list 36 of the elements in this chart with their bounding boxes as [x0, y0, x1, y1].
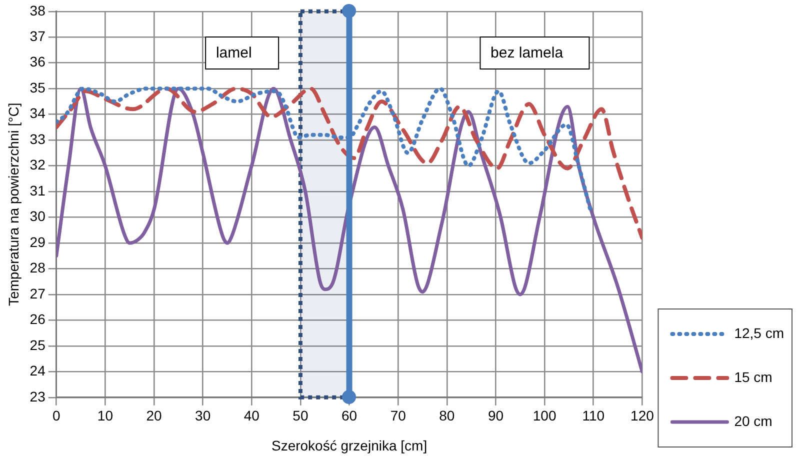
x-tick-label: 90: [488, 408, 504, 424]
y-tick-label: 25: [30, 336, 46, 353]
legend-label: 15 cm: [734, 368, 772, 385]
y-tick-label: 26: [30, 311, 46, 328]
y-tick-label: 29: [30, 234, 46, 250]
x-tick-label: 10: [97, 408, 114, 424]
annotation: bez lamela: [480, 36, 590, 70]
legend-label: 12,5 cm: [734, 324, 784, 341]
x-tick-label: 120: [630, 408, 654, 424]
y-tick-label: 27: [30, 285, 46, 302]
y-tick-label: 28: [30, 260, 46, 276]
y-tick-label: 35: [30, 79, 46, 96]
x-tick-label: 0: [52, 408, 60, 424]
x-tick-label: 60: [341, 408, 358, 424]
y-tick-label: 31: [30, 182, 46, 198]
y-axis-title: Temperatura na powierzchni [°C]: [5, 102, 22, 306]
annotation: lamel: [204, 36, 279, 70]
y-tick-label: 23: [30, 388, 46, 404]
y-tick-label: 38: [30, 2, 46, 18]
y-tick-label: 33: [30, 130, 46, 147]
y-tick-label: 32: [30, 156, 46, 173]
x-tick-label: 20: [146, 408, 162, 424]
x-tick-label: 100: [532, 408, 556, 424]
x-tick-label: 50: [292, 408, 308, 424]
legend-label: 20 cm: [734, 412, 772, 429]
y-tick-label: 37: [30, 28, 46, 44]
x-tick-label: 40: [244, 408, 260, 424]
x-tick-label: 110: [582, 408, 605, 424]
x-tick-label: 30: [195, 408, 211, 424]
y-tick-label: 30: [30, 208, 46, 224]
y-tick-label: 24: [30, 362, 46, 379]
x-tick-label: 70: [390, 408, 406, 424]
y-tick-label: 36: [30, 54, 46, 70]
x-axis-title: Szerokość grzejnika [cm]: [271, 437, 428, 454]
x-tick-label: 80: [439, 408, 455, 424]
y-tick-label: 34: [30, 105, 46, 122]
